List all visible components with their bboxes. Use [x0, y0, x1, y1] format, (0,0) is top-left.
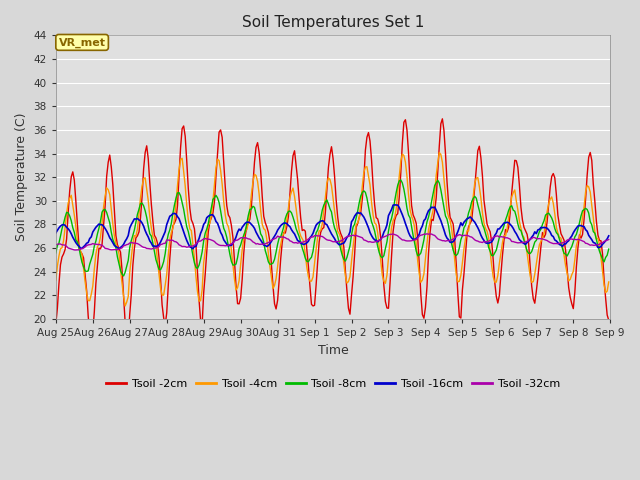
Text: VR_met: VR_met: [59, 37, 106, 48]
Tsoil -8cm: [577, 213, 585, 219]
Tsoil -4cm: [246, 206, 253, 212]
Tsoil -8cm: [246, 206, 253, 212]
Tsoil -4cm: [218, 181, 226, 187]
Y-axis label: Soil Temperature (C): Soil Temperature (C): [15, 113, 28, 241]
Tsoil -32cm: [72, 247, 80, 253]
Tsoil -32cm: [295, 240, 303, 246]
Tsoil -4cm: [295, 228, 303, 234]
X-axis label: Time: Time: [317, 344, 348, 357]
Tsoil -4cm: [237, 262, 244, 267]
Tsoil -8cm: [120, 273, 127, 279]
Tsoil -8cm: [397, 177, 404, 183]
Tsoil -2cm: [124, 336, 132, 341]
Tsoil -32cm: [605, 237, 612, 242]
Tsoil -16cm: [391, 202, 399, 208]
Tsoil -4cm: [122, 303, 129, 309]
Tsoil -16cm: [577, 223, 585, 228]
Tsoil -2cm: [605, 317, 612, 323]
Legend: Tsoil -2cm, Tsoil -4cm, Tsoil -8cm, Tsoil -16cm, Tsoil -32cm: Tsoil -2cm, Tsoil -4cm, Tsoil -8cm, Tsoi…: [102, 374, 564, 393]
Tsoil -2cm: [52, 321, 60, 327]
Title: Soil Temperatures Set 1: Soil Temperatures Set 1: [242, 15, 424, 30]
Tsoil -2cm: [295, 197, 303, 203]
Tsoil -2cm: [577, 235, 585, 241]
Tsoil -8cm: [122, 269, 129, 275]
Line: Tsoil -8cm: Tsoil -8cm: [56, 180, 609, 276]
Tsoil -4cm: [435, 150, 443, 156]
Tsoil -32cm: [52, 242, 60, 248]
Tsoil -16cm: [246, 220, 253, 226]
Tsoil -32cm: [122, 242, 129, 248]
Line: Tsoil -32cm: Tsoil -32cm: [56, 234, 609, 250]
Tsoil -4cm: [605, 279, 612, 285]
Tsoil -16cm: [237, 228, 244, 233]
Tsoil -16cm: [189, 246, 196, 252]
Tsoil -2cm: [120, 293, 127, 299]
Tsoil -32cm: [423, 231, 431, 237]
Tsoil -16cm: [295, 239, 303, 244]
Tsoil -2cm: [237, 295, 244, 301]
Tsoil -8cm: [605, 246, 612, 252]
Tsoil -8cm: [218, 217, 226, 223]
Tsoil -2cm: [438, 116, 446, 122]
Tsoil -16cm: [52, 230, 60, 236]
Tsoil -4cm: [120, 294, 127, 300]
Tsoil -16cm: [605, 233, 612, 239]
Line: Tsoil -4cm: Tsoil -4cm: [56, 153, 609, 306]
Tsoil -32cm: [577, 237, 585, 243]
Tsoil -32cm: [218, 242, 226, 248]
Tsoil -4cm: [577, 227, 585, 233]
Tsoil -4cm: [52, 277, 60, 283]
Tsoil -16cm: [120, 241, 127, 247]
Tsoil -8cm: [295, 234, 303, 240]
Tsoil -32cm: [237, 235, 244, 241]
Tsoil -8cm: [237, 242, 244, 248]
Tsoil -2cm: [218, 134, 226, 140]
Line: Tsoil -2cm: Tsoil -2cm: [56, 119, 609, 338]
Line: Tsoil -16cm: Tsoil -16cm: [56, 205, 609, 249]
Tsoil -2cm: [246, 216, 253, 222]
Tsoil -32cm: [246, 236, 253, 242]
Tsoil -8cm: [52, 250, 60, 256]
Tsoil -16cm: [218, 232, 226, 238]
